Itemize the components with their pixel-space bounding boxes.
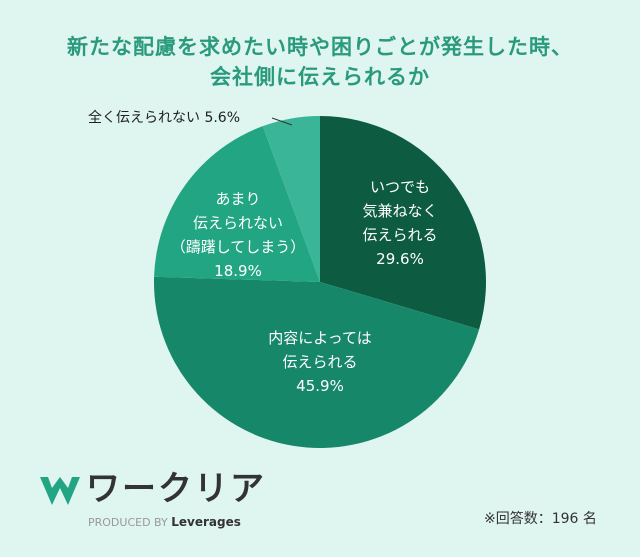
pie-slice [154,276,480,448]
slice-label: （躊躇してしまう） [171,238,306,256]
logo-text: ワークリア [86,469,266,509]
workclear-logo-icon [40,477,80,505]
slice-label: 伝えられる [362,226,437,244]
pie-slice [262,116,320,282]
slice-label: 内容によっては [268,329,372,347]
produced-by-label: PRODUCED BY [88,516,168,529]
slice-label-outside: 全く伝えられない 5.6% [88,109,240,126]
slice-value-label: 45.9% [296,377,344,395]
slice-label: 気兼ねなく [362,202,437,220]
pie-slice [154,126,320,282]
pie-slice [320,116,487,330]
leader-line [271,117,293,126]
slice-value-label: 29.6% [376,250,424,268]
slice-label: いつでも [370,178,430,196]
respondent-count: ※回答数：196 名 [484,511,597,527]
slice-value-label: 18.9% [214,262,262,280]
produced-by: PRODUCED BY Leverages [88,514,241,531]
chart-title-line-2: 会社側に伝えられるか [210,65,430,89]
slice-label: 伝えられる [282,353,357,371]
brand-name: Leverages [171,515,241,529]
slice-label: あまり [215,190,260,208]
slice-label: 伝えられない [193,214,283,232]
chart-title-line-1: 新たな配慮を求めたい時や困りごとが発生した時、 [67,35,573,59]
